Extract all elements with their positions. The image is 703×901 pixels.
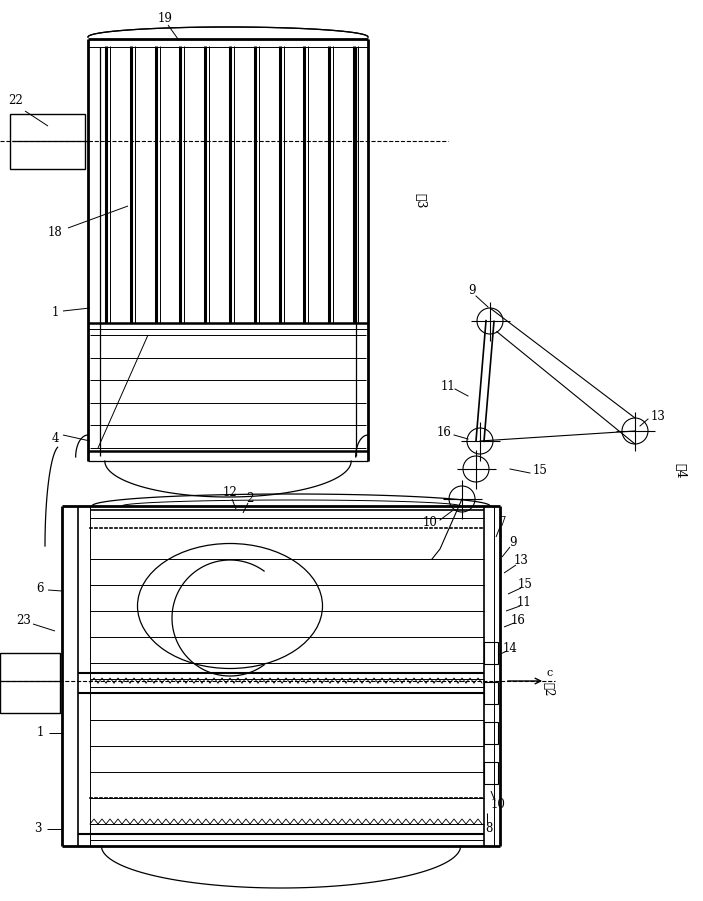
Text: 9: 9 [468, 285, 476, 297]
Text: 1: 1 [37, 726, 44, 740]
Text: 1: 1 [51, 306, 58, 320]
Bar [10, 114, 85, 169]
Text: 23: 23 [17, 614, 32, 627]
Text: 13: 13 [514, 554, 529, 568]
Text: 图3: 图3 [413, 193, 427, 209]
Text: 16: 16 [510, 614, 525, 627]
Text: 18: 18 [48, 226, 63, 240]
Text: 图4: 图4 [673, 463, 687, 478]
Text: 22: 22 [8, 95, 23, 107]
Bar [484, 722, 498, 744]
Bar [484, 762, 498, 784]
Bar [484, 682, 498, 704]
Text: 3: 3 [34, 823, 41, 835]
Text: 9: 9 [509, 536, 517, 550]
Text: c: c [547, 668, 553, 678]
Text: 7: 7 [499, 516, 507, 530]
Text: 2: 2 [246, 492, 254, 505]
Text: 13: 13 [650, 409, 666, 423]
Text: 图2: 图2 [541, 682, 555, 696]
Text: 12: 12 [223, 487, 238, 499]
Text: 16: 16 [437, 426, 451, 440]
Text: 14: 14 [503, 642, 517, 656]
Text: 8: 8 [485, 823, 493, 835]
Text: 15: 15 [517, 578, 532, 591]
Text: 4: 4 [51, 432, 59, 444]
Text: 15: 15 [533, 465, 548, 478]
Text: 10: 10 [423, 516, 437, 530]
Text: 19: 19 [157, 13, 172, 25]
Text: 11: 11 [441, 380, 456, 394]
Bar [484, 642, 498, 664]
Text: 10: 10 [491, 798, 505, 812]
Text: 11: 11 [517, 596, 531, 609]
Bar [0, 653, 60, 713]
Text: 6: 6 [37, 583, 44, 596]
